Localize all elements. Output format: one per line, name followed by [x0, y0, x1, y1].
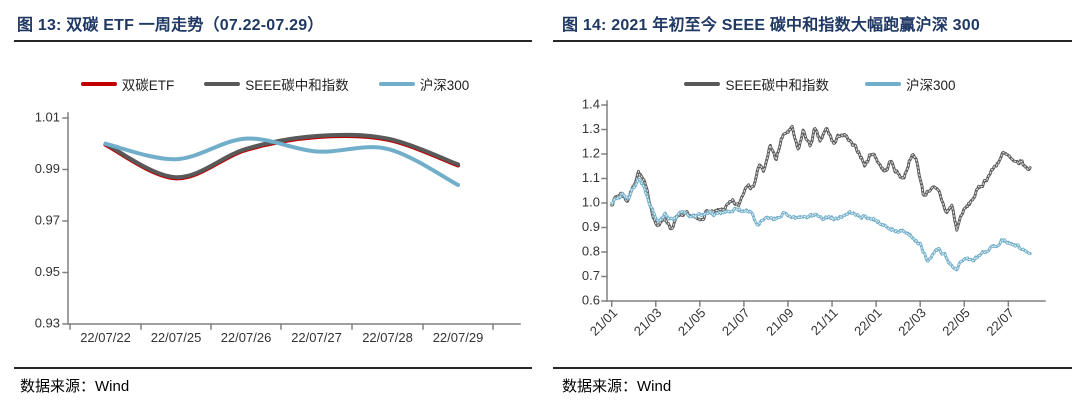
legend-item-hs300: 沪深300	[865, 74, 956, 94]
legend-label-seee: SEEE碳中和指数	[245, 78, 349, 93]
gray-line-swatch	[204, 82, 241, 86]
legend-label-seee: SEEE碳中和指数	[725, 78, 829, 93]
figure-13: 图 13: 双碳 ETF 一周走势（07.22-07.29） 双碳ETF SEE…	[0, 17, 540, 395]
legend-label-hs300: 沪深300	[906, 78, 956, 93]
red-line-swatch	[80, 82, 117, 86]
legend-item-seee: SEEE碳中和指数	[684, 74, 829, 94]
legend-item-etf: 双碳ETF	[80, 74, 175, 94]
figure-14-title-rule	[553, 40, 1072, 42]
figure-13-source-rule	[14, 367, 532, 369]
figure-13-title-rule	[14, 40, 532, 42]
figure-13-title: 图 13: 双碳 ETF 一周走势（07.22-07.29）	[17, 17, 324, 34]
figure-14-legend: SEEE碳中和指数 沪深300	[600, 74, 1040, 94]
gray-line-swatch	[684, 82, 721, 86]
legend-item-seee: SEEE碳中和指数	[204, 74, 349, 94]
blue-line-swatch	[378, 82, 415, 86]
legend-item-hs300: 沪深300	[378, 74, 470, 94]
figure-14-source: 数据来源：Wind	[562, 378, 672, 395]
legend-label-hs300: 沪深300	[419, 78, 470, 93]
legend-label-etf: 双碳ETF	[121, 78, 175, 93]
figure-13-chart-canvas	[0, 95, 540, 355]
figure-13-source: 数据来源：Wind	[20, 378, 130, 395]
figure-14-title: 图 14: 2021 年初至今 SEEE 碳中和指数大幅跑赢沪深 300	[562, 17, 980, 34]
figure-14-source-rule	[553, 367, 1072, 369]
blue-line-swatch	[865, 82, 901, 86]
figure-14-chart-canvas	[540, 95, 1080, 355]
figure-13-legend: 双碳ETF SEEE碳中和指数 沪深300	[25, 74, 525, 94]
figure-14: 图 14: 2021 年初至今 SEEE 碳中和指数大幅跑赢沪深 300 SEE…	[540, 0, 1080, 401]
